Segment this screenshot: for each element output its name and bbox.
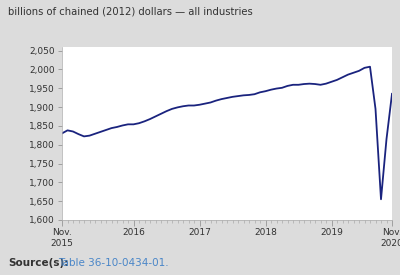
- Text: Source(s):: Source(s):: [8, 258, 68, 268]
- Text: billions of chained (2012) dollars — all industries: billions of chained (2012) dollars — all…: [8, 7, 253, 17]
- Text: Table 36-10-0434-01.: Table 36-10-0434-01.: [58, 258, 169, 268]
